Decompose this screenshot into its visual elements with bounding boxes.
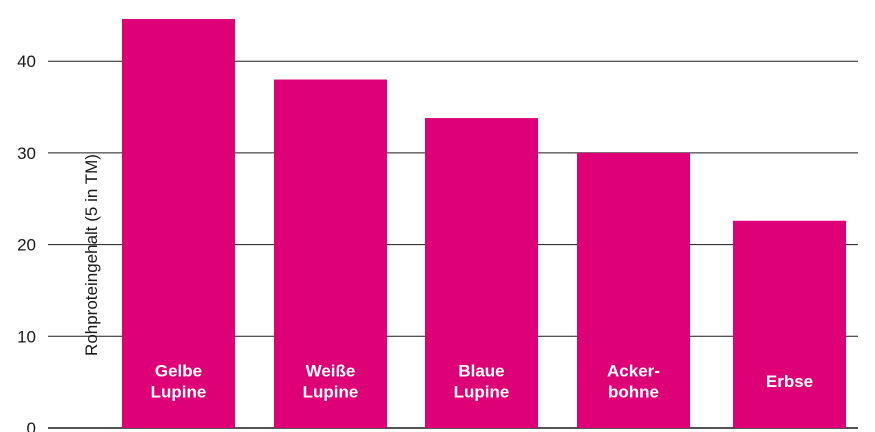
bar-3 — [577, 152, 690, 428]
y-tick-labels: 0 10 20 30 40 — [17, 52, 36, 432]
bar-0 — [122, 19, 235, 428]
bar-4 — [733, 220, 846, 428]
category-label: Blaue Lupine — [454, 362, 510, 402]
y-tick-label: 10 — [17, 327, 36, 346]
category-label: Weiße Lupine — [303, 362, 359, 402]
category-labels: Gelbe Lupine Weiße Lupine Blaue Lupine Acker-b… — [151, 362, 813, 402]
bar-2 — [425, 118, 538, 428]
bar-1 — [274, 79, 387, 428]
y-tick-label: 0 — [27, 419, 36, 432]
category-label: Acker-bohne — [607, 362, 660, 402]
category-label: Erbse — [766, 372, 813, 391]
y-tick-label: 40 — [17, 52, 36, 71]
y-tick-label: 30 — [17, 144, 36, 163]
bars — [122, 19, 846, 428]
y-tick-label: 20 — [17, 236, 36, 255]
y-axis-title: Rohproteingehalt (5 in TM) — [82, 154, 101, 356]
category-label: Gelbe Lupine — [151, 362, 207, 402]
